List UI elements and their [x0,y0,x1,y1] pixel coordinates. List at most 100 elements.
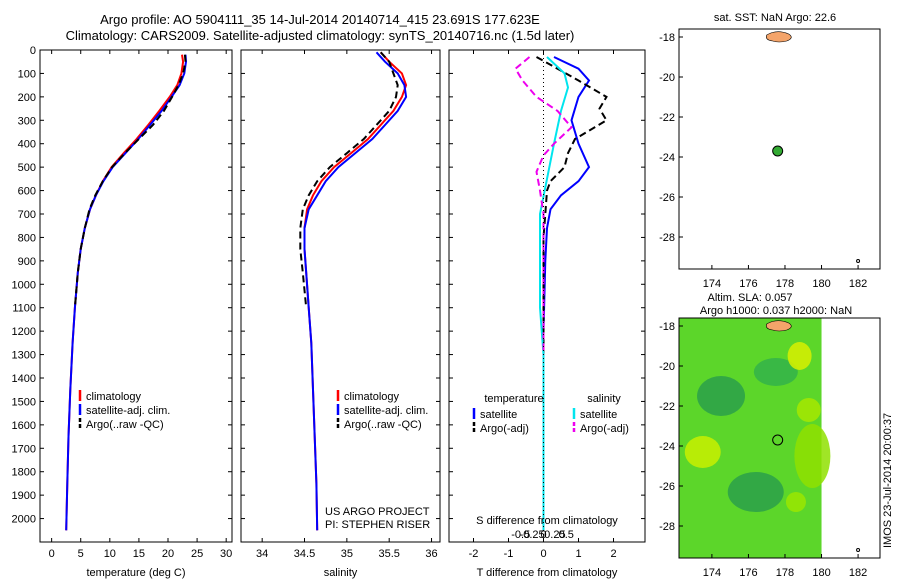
small-island-dot [856,548,861,552]
map-x-tick-label: 178 [776,278,794,290]
series-line-climatology [303,51,408,531]
x-tick-label-difference: 1 [575,548,581,560]
map-frame-sst-map [678,28,881,270]
island-shape [766,31,792,43]
x-tick-label-difference: 2 [610,548,616,560]
x-axis-label-temperature: temperature (deg C) [86,567,185,579]
map-y-tick-label: -18 [659,32,675,44]
map-x-tick-label: 182 [849,567,867,579]
sst-map-title: sat. SST: NaN Argo: 22.6 [713,12,837,24]
x-axis-label-difference: T difference from climatology [477,567,618,579]
y-tick-label: 800 [18,232,36,244]
y-tick-label: 200 [18,92,36,104]
y-tick-label: 1500 [12,396,36,408]
series-line-argo-raw-qc- [299,51,399,308]
legend-label-difference: satellite [480,409,517,421]
sla-blob [727,472,784,512]
y-tick-label: 1200 [12,326,36,338]
y-tick-label: 700 [18,209,36,221]
y-tick-label: 900 [18,256,36,268]
x-tick-label-difference: -1 [504,548,514,560]
sla-blob [684,436,721,468]
x-tick-label-salinity: 34 [256,548,268,560]
legend-label-temperature: Argo(..raw -QC) [86,419,164,431]
x-tick-label-temperature: 0 [49,548,55,560]
legend-label-temperature: satellite-adj. clim. [86,405,170,417]
y-tick-label: 1900 [12,490,36,502]
island-shape [766,320,792,332]
map-x-tick-label: 178 [776,567,794,579]
float-marker [772,145,784,157]
y-tick-label: 300 [18,115,36,127]
y-tick-label: 2000 [12,514,36,526]
legend-label-salinity: satellite-adj. clim. [344,405,428,417]
x2-tick-label: 0.25 [544,529,565,541]
map-x-tick-label: 176 [739,567,757,579]
legend-label-difference: Argo(-adj) [580,423,629,435]
series-line-climatology [65,54,185,531]
y-tick-label: 1400 [12,373,36,385]
x2-tick-label: 0 [540,529,546,541]
sla-blob [697,376,746,416]
sla-blob [794,424,831,488]
y-tick-label: 600 [18,186,36,198]
x-tick-label-salinity: 35.5 [378,548,399,560]
legend-label-temperature: climatology [86,391,142,403]
x-tick-label-salinity: 36 [425,548,437,560]
sla-map-title-1: Altim. SLA: 0.057 [707,292,793,304]
x2-tick-label: -0.25 [520,529,545,541]
legend-label-difference: satellite [580,409,617,421]
map-y-tick-label: -26 [659,192,675,204]
map-y-tick-label: -22 [659,112,675,124]
plot-frame-difference [448,49,646,543]
x-tick-label-temperature: 20 [162,548,174,560]
x-tick-label-temperature: 15 [133,548,145,560]
series-line-satellite-adj-clim- [65,54,188,531]
series-line-temperature-satellite [542,56,591,531]
x-tick-label-salinity: 35 [341,548,353,560]
map-x-tick-label: 180 [812,278,830,290]
map-x-tick-label: 180 [812,567,830,579]
y-tick-label: 1800 [12,467,36,479]
map-y-tick-label: -26 [659,481,675,493]
annotation-pi: US ARGO PROJECT [325,506,430,518]
x2-axis-label: S difference from climatology [476,515,618,527]
title-line-1: Argo profile: AO 5904111_35 14-Jul-2014 … [100,12,540,27]
map-x-tick-label: 174 [703,278,721,290]
map-x-tick-label: 176 [739,278,757,290]
map-y-tick-label: -24 [659,152,675,164]
x2-tick-label: 0.5 [559,529,574,541]
y-tick-label: 0 [30,45,36,57]
series-line-satellite-adj-clim- [303,51,408,531]
x2-tick-label: -0.5 [511,529,530,541]
sla-blob [753,358,798,386]
title-line-2: Climatology: CARS2009. Satellite-adjuste… [65,28,575,43]
sla-blob [787,342,812,370]
y-tick-label: 1100 [12,303,36,315]
x-tick-label-difference: -2 [469,548,479,560]
plot-frame-salinity [240,49,441,543]
map-y-tick-label: -20 [659,361,675,373]
y-tick-label: 400 [18,139,36,151]
sla-blob [785,492,806,512]
x-tick-label-temperature: 25 [191,548,203,560]
map-x-tick-label: 182 [849,278,867,290]
x-tick-label-temperature: 5 [78,548,84,560]
x-axis-label-salinity: salinity [324,567,358,579]
y-tick-label: 100 [18,68,36,80]
map-y-tick-label: -24 [659,441,675,453]
legend-label-salinity: climatology [344,391,400,403]
map-y-tick-label: -20 [659,72,675,84]
sla-map-title-2: Argo h1000: 0.037 h2000: NaN [699,305,853,317]
annotation-pi: PI: STEPHEN RISER [325,519,430,531]
x-tick-label-salinity: 34.5 [294,548,315,560]
map-frame-sla-map [678,317,881,559]
series-line-temperature-argo-adj- [536,56,608,531]
sla-blob [796,398,821,422]
legend-header-salinity: salinity [587,393,621,405]
small-island-dot [856,259,861,263]
y-tick-label: 1600 [12,420,36,432]
y-tick-label: 1000 [12,279,36,291]
series-line-argo-raw-qc- [73,54,187,308]
